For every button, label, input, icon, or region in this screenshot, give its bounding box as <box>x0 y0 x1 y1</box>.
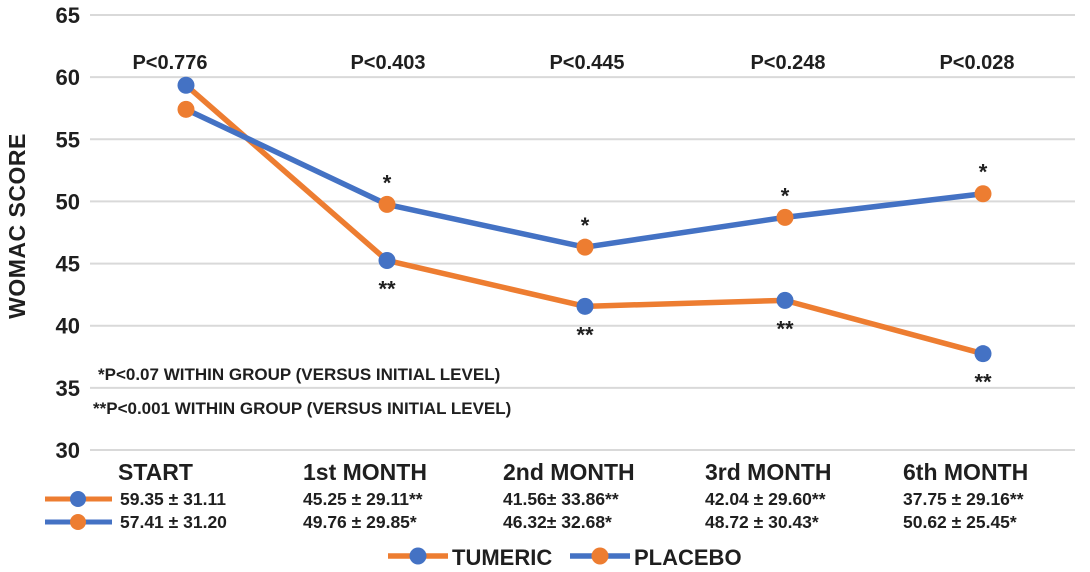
tumeric-point <box>378 251 396 269</box>
table-cell: 45.25 ± 29.11** <box>303 489 423 509</box>
table-cell: 49.76 ± 29.85* <box>303 512 417 532</box>
footnote-double-asterisk: **P<0.001 WITHIN GROUP (VERSUS INITIAL L… <box>93 399 511 418</box>
y-tick-label: 30 <box>56 438 80 463</box>
table-column-header: 1st MONTH <box>303 459 427 485</box>
single-asterisk-flag: * <box>581 213 590 238</box>
table-cell: 37.75 ± 29.16** <box>903 489 1024 509</box>
p-value-label: P<0.028 <box>939 52 1014 74</box>
table-cell: 46.32± 32.68* <box>503 512 612 532</box>
footnote-single-asterisk: *P<0.07 WITHIN GROUP (VERSUS INITIAL LEV… <box>98 365 500 384</box>
double-asterisk-flag: ** <box>576 322 594 347</box>
tumeric-point <box>576 297 594 315</box>
double-asterisk-flag: ** <box>776 316 794 341</box>
tumeric-point <box>974 345 992 363</box>
legend-label-placebo: PLACEBO <box>634 545 742 570</box>
tumeric-point <box>776 291 794 309</box>
legend-dot-tumeric <box>409 547 427 565</box>
tumeric-point <box>177 76 195 94</box>
table-column-header: 2nd MONTH <box>503 459 635 485</box>
p-value-label: P<0.776 <box>132 52 207 74</box>
legend-label-tumeric: TUMERIC <box>452 545 552 570</box>
legend-dot-placebo <box>591 547 609 565</box>
table-column-header: 6th MONTH <box>903 459 1028 485</box>
placebo-point <box>974 185 992 203</box>
y-axis-title: WOMAC SCORE <box>4 133 30 319</box>
chart-legend: TUMERIC PLACEBO <box>388 545 742 570</box>
tumeric-row-marker-dot <box>70 491 86 507</box>
y-tick-label: 55 <box>56 127 80 152</box>
single-asterisk-flag: * <box>781 183 790 208</box>
table-cell: 57.41 ± 31.20 <box>120 512 227 532</box>
y-tick-label: 65 <box>56 3 80 28</box>
series-markers <box>177 76 992 363</box>
placebo-row-marker-dot <box>70 514 86 530</box>
p-value-label: P<0.445 <box>549 52 624 74</box>
placebo-point <box>177 100 195 118</box>
y-tick-label: 60 <box>56 65 80 90</box>
table-cell: 50.62 ± 25.45* <box>903 512 1017 532</box>
y-tick-label: 35 <box>56 376 80 401</box>
table-cell: 59.35 ± 31.11 <box>120 489 226 509</box>
single-asterisk-flag: * <box>979 160 988 185</box>
placebo-point <box>378 195 396 213</box>
placebo-point <box>576 238 594 256</box>
table-cell: 41.56± 33.86** <box>503 489 619 509</box>
y-axis-tick-labels: 65 60 55 50 45 40 35 30 <box>56 3 80 463</box>
table-cell: 42.04 ± 29.60** <box>705 489 826 509</box>
placebo-point <box>776 208 794 226</box>
p-value-annotations: P<0.776 P<0.403 P<0.445 P<0.248 P<0.028 <box>132 52 1014 74</box>
y-tick-label: 45 <box>56 252 80 277</box>
double-asterisk-flag: ** <box>378 276 396 301</box>
p-value-label: P<0.248 <box>750 52 825 74</box>
summary-table: START 1st MONTH 2nd MONTH 3rd MONTH 6th MONT… <box>45 459 1028 532</box>
y-tick-label: 50 <box>56 189 80 214</box>
table-cell: 48.72 ± 30.43* <box>705 512 819 532</box>
p-value-label: P<0.403 <box>350 52 425 74</box>
y-tick-label: 40 <box>56 314 80 339</box>
table-column-header: START <box>118 459 193 485</box>
significance-asterisks: **** ******** <box>378 160 992 395</box>
table-column-header: 3rd MONTH <box>705 459 832 485</box>
single-asterisk-flag: * <box>383 170 392 195</box>
double-asterisk-flag: ** <box>974 370 992 395</box>
